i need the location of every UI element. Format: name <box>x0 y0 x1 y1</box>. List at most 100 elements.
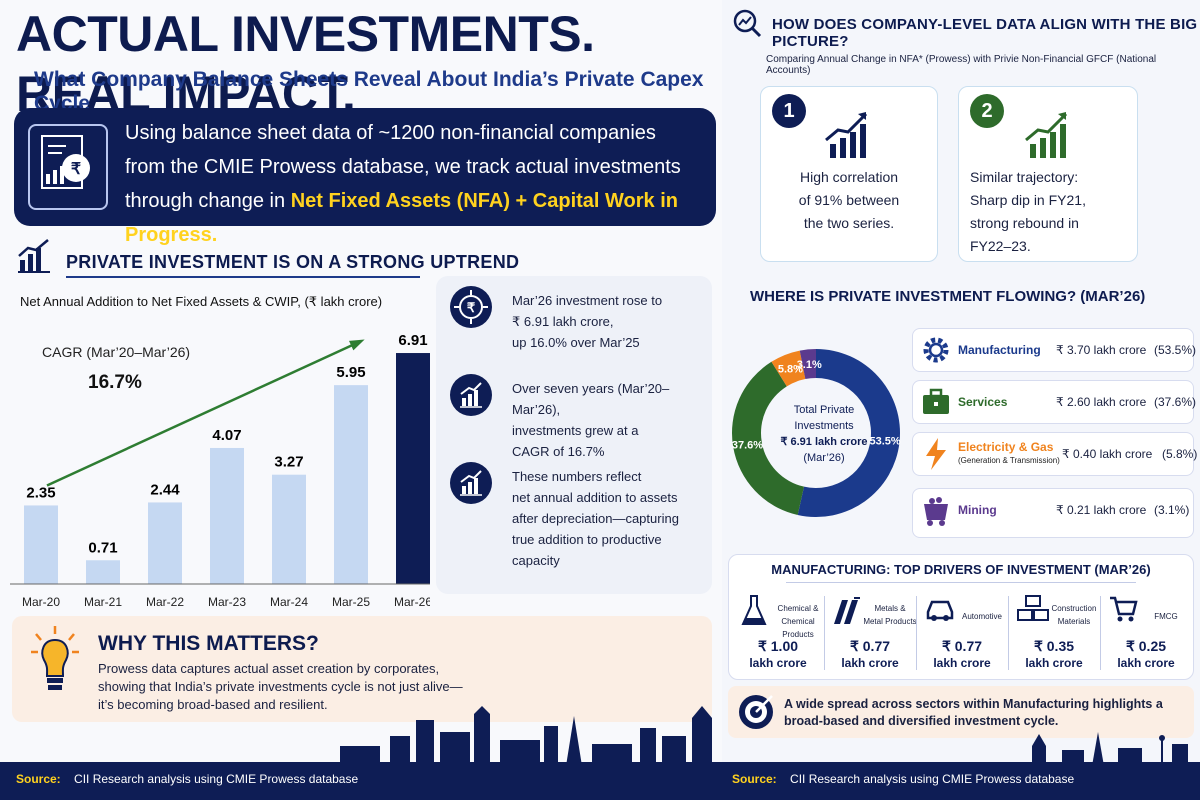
magnifier-chart-icon <box>732 8 762 38</box>
driver-unit: lakh crore <box>841 656 899 670</box>
sector-pct: (5.8%) <box>1162 447 1198 461</box>
source-bar-right <box>722 762 1200 800</box>
driver-unit: lakh crore <box>1117 656 1175 670</box>
insight-number: 2 <box>970 94 1004 128</box>
driver-value: ₹ 0.77 <box>849 638 891 654</box>
flow-heading: WHERE IS PRIVATE INVESTMENT FLOWING? (MA… <box>750 288 1146 305</box>
driver-name-line: Chemical Products <box>781 617 815 639</box>
rupee-target-icon: ₹ <box>450 286 492 328</box>
sector-value: ₹ 0.21 lakh crore <box>1056 503 1147 517</box>
bar-Mar-20 <box>24 505 58 584</box>
insight-text: High correlation of 91% between the two se… <box>770 166 928 235</box>
driver-value: ₹ 0.25 <box>1125 638 1167 654</box>
intro-text: Using balance sheet data of ~1200 non-fi… <box>125 116 722 252</box>
bar-value-label: 6.91 <box>398 332 427 349</box>
drivers-card <box>728 554 1194 680</box>
fact-text: Over seven years (Mar’20–Mar’26), investm… <box>512 378 708 462</box>
x-tick-label: Mar-23 <box>208 595 246 609</box>
intro-banner <box>14 108 716 226</box>
heading-underline <box>66 276 420 278</box>
source-left: Source: CII Research analysis using CMIE… <box>16 772 358 786</box>
insight-line: High correlation <box>799 169 899 185</box>
driver-name-line: FMCG <box>1154 612 1178 621</box>
insight-line: Similar trajectory: <box>970 169 1079 185</box>
flask-icon <box>740 594 772 628</box>
why-line-1: Prowess data captures actual asset creat… <box>98 661 440 676</box>
sector-row <box>912 380 1194 424</box>
drivers-column-divider <box>824 596 825 670</box>
fact-text: Mar’26 investment rose to ₹ 6.91 lakh cro… <box>512 290 708 353</box>
driver-value: ₹ 0.35 <box>1033 638 1075 654</box>
donut-center-line: (Mar’26) <box>803 452 845 464</box>
bar-Mar-22 <box>148 502 182 584</box>
sector-pct: (53.5%) <box>1154 343 1197 357</box>
insight-line: FY22–23. <box>970 238 1031 254</box>
insight-number: 1 <box>772 94 806 128</box>
car-icon <box>924 594 956 628</box>
slice-label: 37.6% <box>732 440 763 452</box>
trend-arrow <box>46 339 362 487</box>
lightning-icon <box>918 436 954 472</box>
donut-slice <box>771 350 806 387</box>
insight-line: the two series. <box>803 215 895 231</box>
donut-slice <box>797 349 900 517</box>
why-line-3: it’s becoming broad-based and resilient. <box>98 697 328 712</box>
driver-name: Metals & Metal Products <box>862 602 918 628</box>
donut-center-line: Total Private <box>793 404 855 416</box>
insight-text: Similar trajectory: Sharp dip in FY21, str… <box>970 166 1130 258</box>
slice-label: 3.1% <box>797 359 822 371</box>
fact-line: ₹ 6.91 lakh crore, <box>512 314 614 329</box>
driver-unit: lakh crore <box>933 656 991 670</box>
intro-line-2: from the CMIE Prowess database, we track… <box>125 156 681 178</box>
driver-name: Chemical & Chemical Products <box>770 602 826 641</box>
fact-line: net annual addition to assets <box>512 490 678 505</box>
bar-Mar-21 <box>86 560 120 584</box>
bar-value-label: 0.71 <box>88 539 117 556</box>
x-tick-label: Mar-26 <box>394 595 430 609</box>
driver-name-line: Automotive <box>961 612 1003 621</box>
insight-line: of 91% between <box>798 192 900 208</box>
why-heading: WHY THIS MATTERS? <box>98 632 319 655</box>
driver-name: Automotive <box>954 610 1010 623</box>
main-title: ACTUAL INVESTMENTS. REAL IMPACT. <box>16 6 595 122</box>
sector-value: ₹ 3.70 lakh crore <box>1056 343 1147 357</box>
skyline-right-illustration <box>1032 732 1188 766</box>
cagr-value: 16.7% <box>88 372 142 393</box>
fact-line: investments grew at a <box>512 423 639 438</box>
source-bar-left <box>0 762 722 800</box>
donut-slice <box>799 349 816 380</box>
sector-name: Electricity & Gas <box>958 440 1054 454</box>
chart-caption: Net Annual Addition to Net Fixed Assets … <box>20 294 383 309</box>
sector-pct: (3.1%) <box>1154 503 1190 517</box>
facts-card <box>436 276 712 594</box>
insight-line: Sharp dip in FY21, <box>970 192 1086 208</box>
bar-value-label: 2.35 <box>26 484 55 501</box>
drivers-column-divider <box>1100 596 1101 670</box>
drivers-divider <box>786 582 1136 583</box>
sector-pct: (37.6%) <box>1154 395 1197 409</box>
sector-value: ₹ 2.60 lakh crore <box>1056 395 1147 409</box>
fact-line: Over seven years (Mar’20–Mar’26), <box>512 381 670 417</box>
growth-chart-icon <box>450 374 492 416</box>
drivers-footer-line: broad-based and diversified investment c… <box>784 714 1059 728</box>
sector-name: Mining <box>958 503 997 517</box>
sector-name: Manufacturing <box>958 343 1041 357</box>
growth-chart-icon <box>450 462 492 504</box>
left-panel: ACTUAL INVESTMENTS. REAL IMPACT. What Co… <box>0 6 722 800</box>
drivers-column-divider <box>1008 596 1009 670</box>
driver-name: Construction Materials <box>1046 602 1102 628</box>
shopping-cart-icon <box>1108 594 1140 628</box>
bar-chart-icon <box>16 238 52 274</box>
cagr-label: CAGR (Mar’20–Mar’26) <box>42 344 191 360</box>
insight-line: strong rebound in <box>970 215 1079 231</box>
bar-value-label: 5.95 <box>336 364 365 381</box>
why-line-2: showing that India’s private investments… <box>98 679 463 694</box>
drivers-footer-line: A wide spread across sectors within Manu… <box>784 697 1163 711</box>
trend-arrowhead <box>349 339 365 351</box>
why-text: Prowess data captures actual asset creat… <box>98 660 463 714</box>
right-panel: HOW DOES COMPANY-LEVEL DATA ALIGN WITH T… <box>722 0 1200 800</box>
growth-chart-icon <box>822 110 872 160</box>
slice-label: 53.5% <box>869 436 900 448</box>
fact-line: capacity <box>512 553 560 568</box>
fact-line: after depreciation—capturing <box>512 511 679 526</box>
